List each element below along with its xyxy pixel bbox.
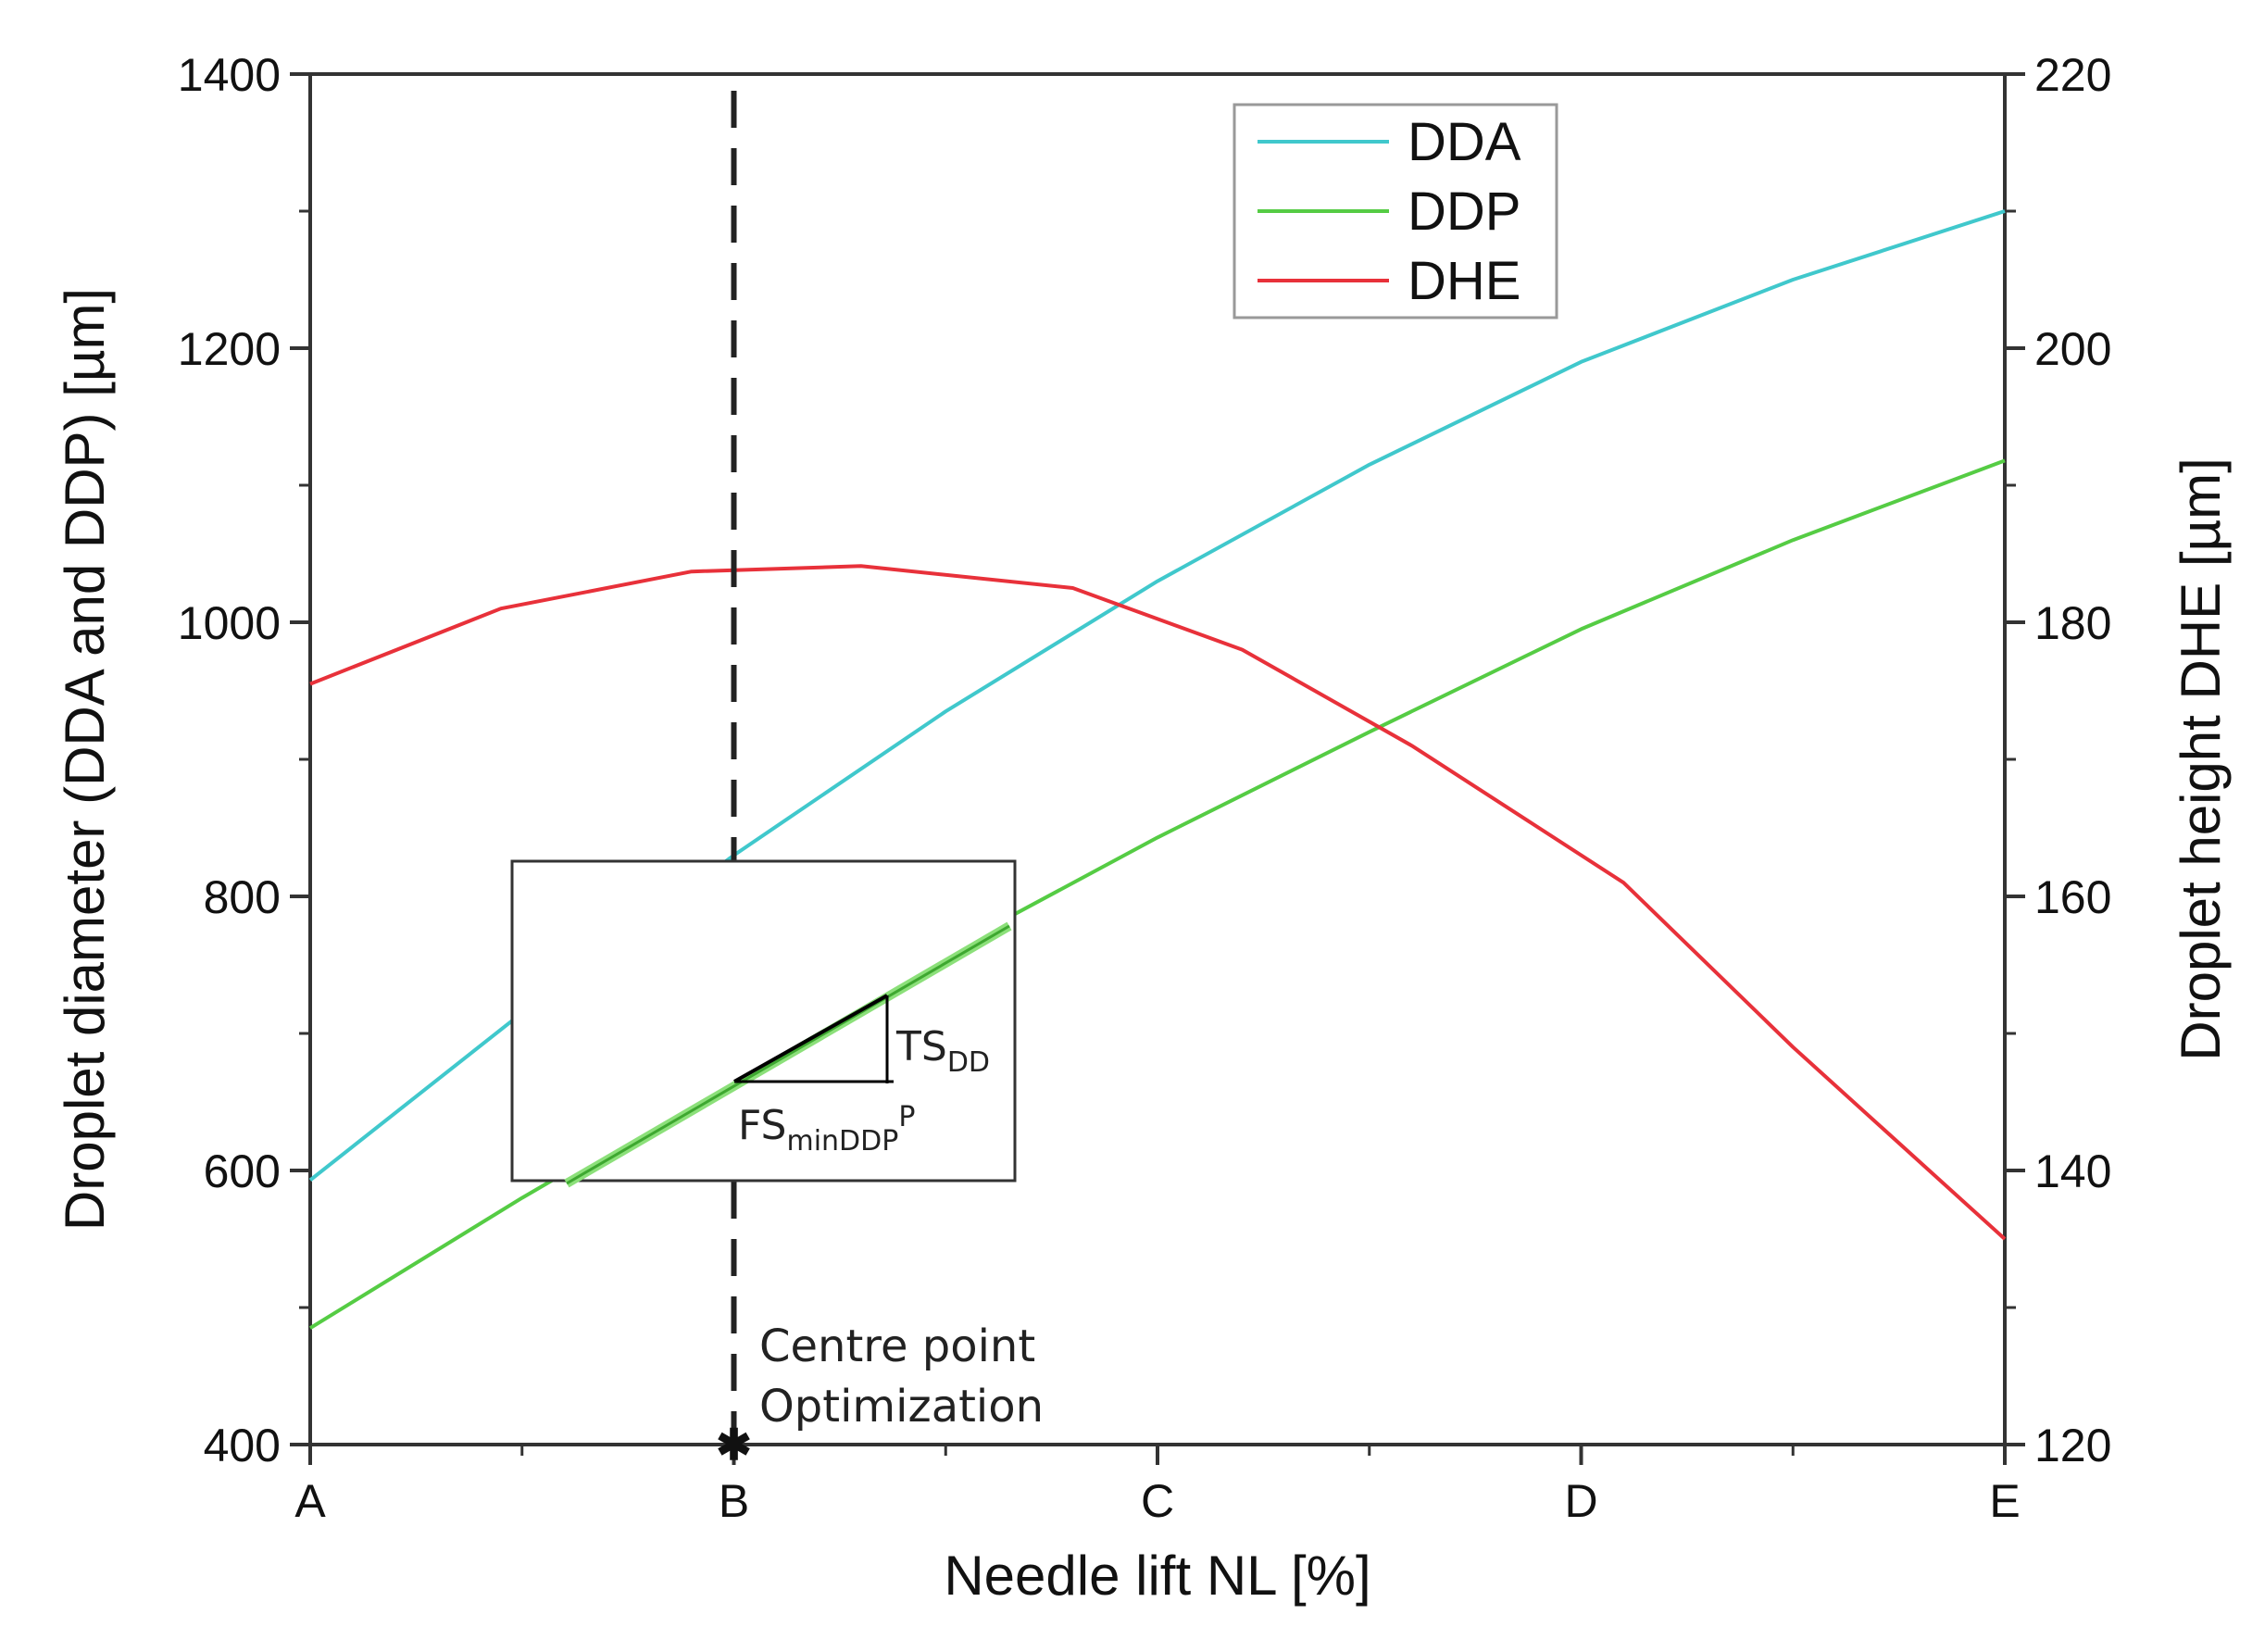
ts-main: TS [895, 1023, 947, 1070]
inset-slope-hypotenuse [733, 994, 888, 1083]
x-tick-label: A [294, 1475, 326, 1527]
inset-label-fs: FSminDDPP [738, 1101, 915, 1158]
legend-label-dhe: DHE [1408, 251, 1520, 311]
y-axis-left-title: Droplet diameter (DDA and DDP) [µm] [54, 288, 116, 1231]
x-tick-label: C [1141, 1475, 1174, 1527]
right-tick-label: 160 [2034, 871, 2111, 923]
left-tick-label: 1000 [178, 597, 281, 649]
centre-label-line2: Optimization [759, 1381, 1044, 1433]
series-line-dhe [309, 564, 2007, 1241]
ts-sub: DD [947, 1046, 990, 1079]
right-tick-label: 120 [2034, 1420, 2111, 1471]
x-tick-label: D [1564, 1475, 1597, 1527]
centre-point-marker: ✱ [716, 1420, 752, 1469]
y-axis-right-title: Droplet height DHE [µm] [2170, 457, 2232, 1060]
fs-main: FS [738, 1102, 786, 1149]
centre-label-line1: Centre point [759, 1320, 1035, 1372]
inset-frame [510, 859, 1017, 1183]
x-tick-label: B [719, 1475, 749, 1527]
left-tick-label: 1200 [178, 323, 281, 375]
x-tick-label: E [1989, 1475, 2020, 1527]
left-tick-label: 400 [204, 1420, 281, 1471]
left-tick-label: 800 [204, 871, 281, 923]
right-tick-label: 200 [2034, 323, 2111, 375]
legend-label-dda: DDA [1408, 112, 1521, 172]
x-axis-title: Needle lift NL [%] [944, 1545, 1370, 1607]
fs-sup: P [898, 1101, 915, 1133]
fs-sub: minDDP [786, 1125, 898, 1158]
legend: DDA DDP DHE [1233, 103, 1558, 319]
x-axis-ticks: A B C D E [294, 1445, 2021, 1527]
left-axis-ticks: 400 600 800 1000 1200 1400 [178, 49, 310, 1471]
inset-green-core [566, 924, 1010, 1185]
right-tick-label: 140 [2034, 1145, 2111, 1197]
right-tick-label: 220 [2034, 49, 2111, 101]
right-tick-label: 180 [2034, 597, 2111, 649]
right-axis-ticks: 120 140 160 180 200 220 [2005, 49, 2111, 1471]
left-tick-label: 600 [204, 1145, 281, 1197]
inset-label-ts: TSDD [895, 1023, 990, 1079]
plot-area [308, 72, 2007, 1446]
inset: TSDD FSminDDPP [510, 859, 1017, 1188]
legend-label-ddp: DDP [1408, 181, 1520, 242]
left-tick-label: 1400 [178, 49, 281, 101]
